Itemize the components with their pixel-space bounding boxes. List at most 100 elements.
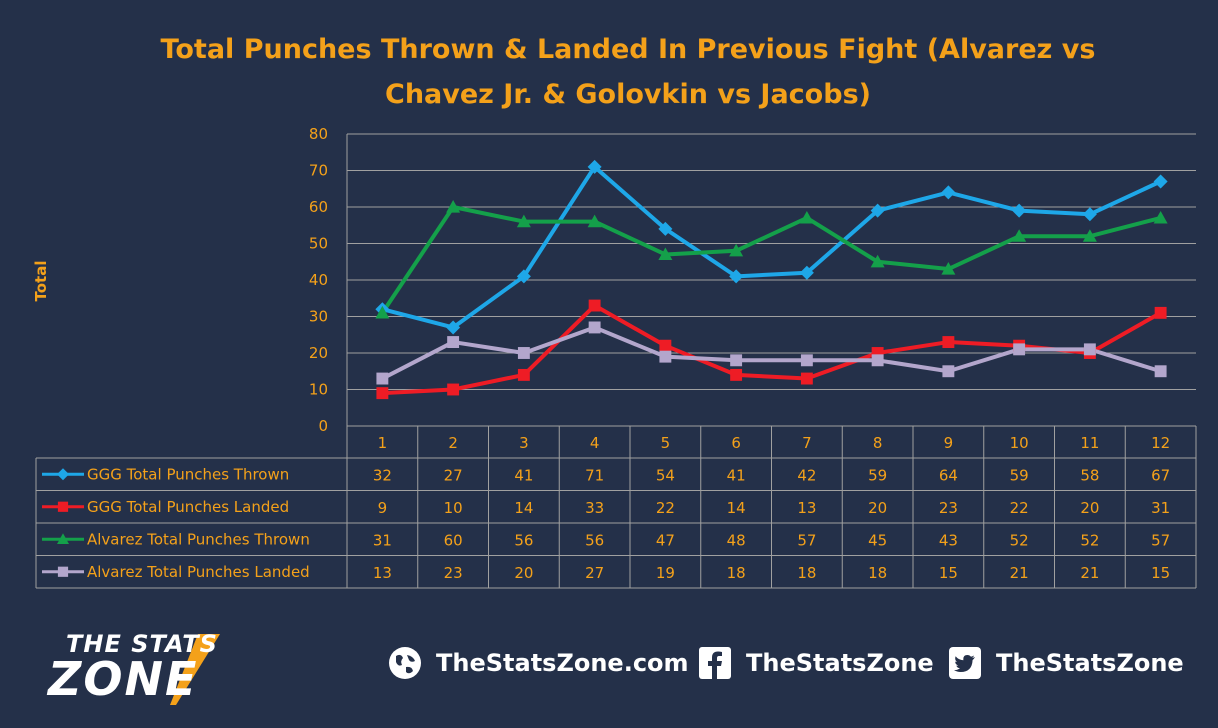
table-cell-0-9: 59 <box>1010 466 1029 484</box>
table-cell-0-6: 42 <box>797 466 816 484</box>
logo-text-top: THE STATS <box>66 630 218 658</box>
y-tick-40: 40 <box>309 271 328 289</box>
logo-text-main: ZONE <box>48 652 199 706</box>
x-tick-10: 10 <box>1010 434 1029 452</box>
table-cell-2-0: 31 <box>373 531 392 549</box>
point-2-6 <box>799 210 814 224</box>
point-3-11 <box>1154 365 1167 378</box>
facebook-link[interactable]: TheStatsZone <box>698 646 934 680</box>
table-cell-1-6: 13 <box>797 499 816 517</box>
point-3-2 <box>517 347 530 359</box>
table-cell-3-2: 20 <box>514 564 533 582</box>
table-cell-3-1: 23 <box>444 564 463 582</box>
table-cell-3-7: 18 <box>868 564 887 582</box>
legend-marker-2 <box>57 533 69 545</box>
table-cell-0-1: 27 <box>444 466 463 484</box>
table-cell-3-4: 19 <box>656 564 675 582</box>
table-cell-0-10: 58 <box>1080 466 1099 484</box>
point-2-8 <box>941 262 956 275</box>
table-cell-3-11: 15 <box>1151 564 1170 582</box>
x-tick-6: 6 <box>731 434 741 452</box>
y-tick-60: 60 <box>309 198 328 216</box>
x-tick-12: 12 <box>1151 434 1170 452</box>
website-link[interactable]: TheStatsZone.com <box>388 646 689 680</box>
globe-icon <box>389 647 421 679</box>
table-cell-1-10: 20 <box>1080 499 1099 517</box>
point-1-0 <box>376 387 389 400</box>
table-cell-1-3: 33 <box>585 499 604 517</box>
table-cell-1-8: 23 <box>939 499 958 517</box>
point-1-1 <box>447 383 460 396</box>
facebook-icon <box>699 647 731 679</box>
y-tick-70: 70 <box>309 162 328 180</box>
table-cell-1-1: 10 <box>444 499 463 517</box>
y-tick-80: 80 <box>309 125 328 143</box>
table-cell-2-5: 48 <box>727 531 746 549</box>
x-tick-11: 11 <box>1080 434 1099 452</box>
y-tick-labels: 0 10 20 30 40 50 60 70 80 <box>309 125 328 435</box>
point-2-1 <box>446 200 461 213</box>
x-tick-3: 3 <box>519 434 529 452</box>
x-tick-1: 1 <box>378 434 388 452</box>
point-2-9 <box>1012 229 1027 242</box>
series-line-2 <box>380 205 1162 314</box>
table-cell-1-7: 20 <box>868 499 887 517</box>
legend-label-0: GGG Total Punches Thrown <box>87 465 289 483</box>
chart-title-line-2: Chavez Jr. & Golovkin vs Jacobs) <box>385 79 871 110</box>
x-tick-7: 7 <box>802 434 812 452</box>
series-lines <box>375 159 1168 400</box>
point-0-7 <box>870 203 885 218</box>
point-0-3 <box>587 159 602 174</box>
point-0-9 <box>1012 203 1027 218</box>
table-cell-1-11: 31 <box>1151 499 1170 517</box>
series-line-3 <box>381 325 1162 381</box>
table-cell-3-9: 21 <box>1010 564 1029 582</box>
table-cell-1-2: 14 <box>514 499 533 517</box>
point-0-5 <box>729 269 744 284</box>
twitter-icon <box>949 647 981 679</box>
point-0-10 <box>1082 207 1097 222</box>
website-text: TheStatsZone.com <box>436 649 689 677</box>
point-3-0 <box>376 372 389 385</box>
point-3-7 <box>871 354 884 367</box>
y-axis-label: Total <box>32 261 50 302</box>
point-3-9 <box>1013 343 1026 356</box>
legend-marker-1 <box>57 501 69 512</box>
table-cell-2-6: 57 <box>797 531 816 549</box>
point-3-10 <box>1083 343 1096 356</box>
point-2-3 <box>587 214 602 228</box>
table-cell-2-1: 60 <box>444 531 463 549</box>
table-cell-3-6: 18 <box>797 564 816 582</box>
table-cell-1-5: 14 <box>727 499 746 517</box>
y-tick-50: 50 <box>309 235 328 253</box>
table-cell-3-8: 15 <box>939 564 958 582</box>
y-tick-30: 30 <box>309 308 328 326</box>
grid-lines <box>346 133 1196 427</box>
table-cell-3-3: 27 <box>585 564 604 582</box>
point-1-6 <box>800 372 813 385</box>
series-line-0 <box>381 164 1162 330</box>
point-2-10 <box>1082 229 1097 242</box>
point-0-4 <box>658 221 673 236</box>
table-cell-3-5: 18 <box>727 564 746 582</box>
table-cell-0-11: 67 <box>1151 466 1170 484</box>
x-tick-9: 9 <box>944 434 954 452</box>
point-3-5 <box>730 354 743 367</box>
table-cell-0-2: 41 <box>514 466 533 484</box>
point-1-5 <box>730 368 743 381</box>
table-cell-2-10: 52 <box>1080 531 1099 549</box>
point-2-2 <box>516 214 531 228</box>
legend-marker-3 <box>57 566 69 577</box>
point-2-5 <box>729 243 744 257</box>
point-0-6 <box>799 265 814 280</box>
x-tick-5: 5 <box>661 434 671 452</box>
table-cell-1-9: 22 <box>1010 499 1029 517</box>
twitter-link[interactable]: TheStatsZone <box>948 646 1184 680</box>
table-cell-3-10: 21 <box>1080 564 1099 582</box>
y-tick-20: 20 <box>309 344 328 362</box>
logo-flash-icon <box>170 634 220 705</box>
table-cell-2-4: 47 <box>656 531 675 549</box>
chart-title-line-1: Total Punches Thrown & Landed In Previou… <box>161 34 1096 65</box>
point-1-4 <box>659 339 672 352</box>
legend-label-2: Alvarez Total Punches Thrown <box>87 530 310 548</box>
